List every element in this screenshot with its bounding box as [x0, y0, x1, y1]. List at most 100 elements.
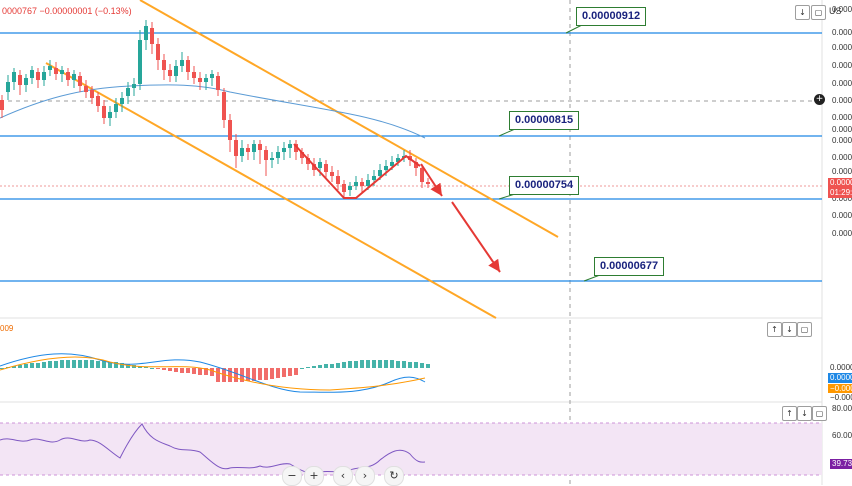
zoom-in-button[interactable]: +: [304, 466, 324, 486]
candle-body: [366, 180, 370, 186]
price-axis-label: 0.0000: [832, 79, 852, 88]
macd-axis-label: 0.0000: [828, 363, 852, 373]
macd-histogram-bar: [30, 363, 34, 368]
candle-body: [96, 96, 100, 106]
macd-histogram-bar: [36, 363, 40, 368]
macd-histogram-bar: [138, 366, 142, 368]
rsi-maximize-button[interactable]: ▢: [812, 406, 827, 421]
macd-histogram-bar: [258, 368, 262, 380]
candle-body: [246, 148, 250, 152]
candle-body: [420, 168, 424, 182]
candle-body: [288, 144, 292, 148]
macd-histogram-bar: [54, 361, 58, 368]
candle-body: [324, 164, 328, 172]
macd-histogram-bar: [402, 361, 406, 368]
macd-line: [0, 353, 426, 393]
macd-histogram-bar: [174, 368, 178, 372]
macd-histogram-bar: [150, 368, 154, 369]
macd-histogram-bar: [180, 368, 184, 373]
candle-body: [78, 76, 82, 86]
price-axis-label: 0.0000: [832, 153, 852, 162]
macd-histogram-bar: [144, 367, 148, 368]
macd-axis-label: 0.0000: [828, 373, 852, 383]
price-change-header: 0000767 −0.00000001 (−0.13%): [2, 6, 132, 16]
macd-histogram-bar: [354, 361, 358, 368]
moving-average-line: [0, 84, 426, 139]
level-callout-pointer: [583, 274, 601, 282]
candle-body: [54, 68, 58, 74]
macd-histogram-bar: [42, 362, 46, 368]
candle-body: [48, 66, 52, 70]
candle-body: [126, 88, 130, 96]
macd-histogram-bar: [192, 368, 196, 374]
macd-move-up-button[interactable]: ↑: [767, 322, 782, 337]
macd-histogram-bar: [78, 360, 82, 368]
macd-histogram-bar: [0, 368, 4, 369]
price-axis-label: 0.0000: [832, 194, 852, 203]
macd-histogram-bar: [306, 367, 310, 368]
candle-body: [330, 172, 334, 176]
level-callout-pointer: [498, 128, 516, 137]
macd-maximize-button[interactable]: ▢: [797, 322, 812, 337]
macd-histogram-bar: [48, 361, 52, 368]
candle-body: [252, 144, 256, 152]
macd-histogram-bar: [186, 368, 190, 373]
macd-histogram-bar: [60, 360, 64, 368]
forecast-arrow-2: [451, 201, 501, 273]
macd-histogram-bar: [168, 368, 172, 371]
level-callout-pointer: [565, 24, 583, 34]
macd-histogram-bar: [270, 368, 274, 379]
macd-histogram-bar: [342, 362, 346, 368]
macd-histogram-bar: [282, 368, 286, 377]
scroll-right-button[interactable]: ›: [355, 466, 375, 486]
price-axis-label: 0.0000: [832, 136, 852, 145]
candle-body: [102, 106, 106, 118]
candle-body: [132, 84, 136, 88]
arrow-down-button[interactable]: ↓: [795, 5, 810, 20]
candle-body: [12, 72, 16, 82]
price-axis-label: 0.0000: [832, 125, 852, 134]
candle-body: [18, 75, 22, 85]
macd-histogram-bar: [240, 368, 244, 382]
candle-body: [162, 60, 166, 70]
level-callout-label: 0.00000677: [594, 257, 665, 276]
rsi-move-down-button[interactable]: ↓: [797, 406, 812, 421]
scroll-left-button[interactable]: ‹: [333, 466, 353, 486]
macd-move-down-button[interactable]: ↓: [782, 322, 797, 337]
zoom-out-button[interactable]: −: [282, 466, 302, 486]
macd-histogram-bar: [366, 360, 370, 368]
macd-histogram-bar: [96, 361, 100, 368]
macd-histogram-bar: [300, 368, 304, 369]
candle-body: [60, 70, 64, 74]
candle-body: [198, 78, 202, 82]
macd-histogram-bar: [246, 368, 250, 381]
candle-body: [138, 40, 142, 84]
macd-histogram-bar: [276, 368, 280, 378]
reset-chart-button[interactable]: ↻: [384, 466, 404, 486]
candle-body: [0, 100, 4, 110]
candle-body: [360, 182, 364, 186]
rsi-move-up-button[interactable]: ↑: [782, 406, 797, 421]
macd-histogram-bar: [390, 360, 394, 368]
forecast-arrow-1: [420, 163, 443, 197]
candle-body: [66, 72, 70, 80]
macd-histogram-bar: [18, 365, 22, 368]
rsi-axis-label: 60.00: [830, 431, 852, 441]
candle-body: [36, 72, 40, 80]
macd-histogram-bar: [288, 368, 292, 376]
candle-body: [318, 162, 322, 168]
macd-histogram-bar: [348, 361, 352, 368]
price-axis-label: 0.0000: [832, 43, 852, 52]
candle-body: [210, 74, 214, 78]
candle-body: [240, 148, 244, 156]
macd-histogram-bar: [102, 361, 106, 368]
macd-histogram-bar: [12, 366, 16, 368]
macd-histogram-bar: [252, 368, 256, 381]
maximize-button[interactable]: ▢: [811, 5, 826, 20]
candle-body: [282, 148, 286, 152]
macd-histogram-bar: [324, 364, 328, 368]
candle-body: [396, 158, 400, 162]
add-alert-plus-icon[interactable]: +: [814, 94, 825, 105]
candle-body: [426, 182, 430, 184]
